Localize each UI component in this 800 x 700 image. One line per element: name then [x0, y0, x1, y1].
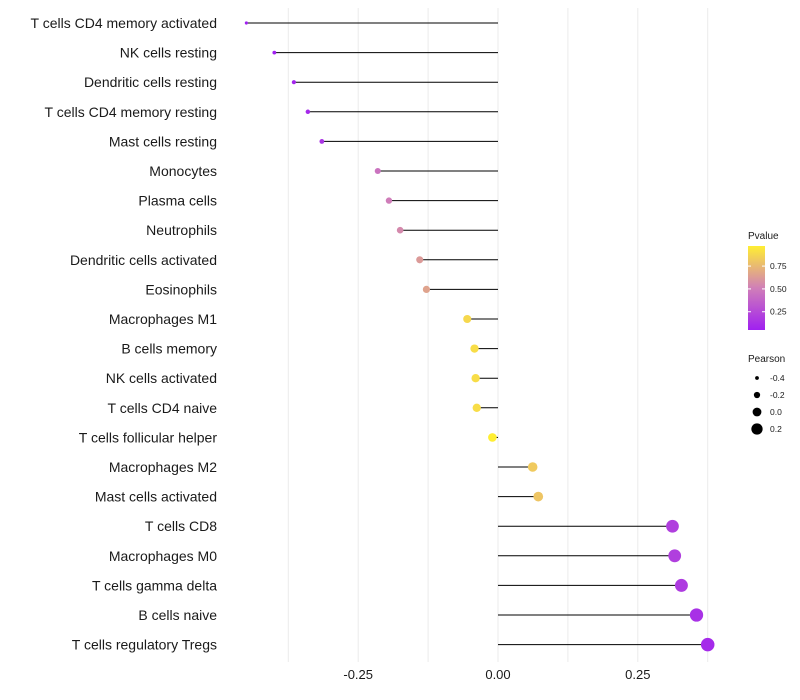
- category-label: B cells memory: [121, 341, 217, 357]
- lollipop-point: [374, 167, 381, 175]
- lollipop-point: [396, 226, 404, 234]
- pvalue-legend-label: 0.50: [770, 284, 787, 294]
- pvalue-legend-label: 0.75: [770, 261, 787, 271]
- category-label: T cells gamma delta: [92, 577, 217, 593]
- pearson-legend-title: Pearson: [748, 354, 785, 365]
- category-label: Macrophages M0: [109, 548, 217, 564]
- pearson-legend-label: 0.0: [770, 407, 782, 417]
- x-tick-label: -0.25: [343, 667, 373, 682]
- point-layer: [244, 21, 715, 652]
- pearson-legend: Pearson -0.4 -0.2 0.0 0.2: [748, 354, 785, 435]
- category-label: Mast cells activated: [95, 489, 217, 505]
- category-label: B cells naive: [138, 607, 217, 623]
- pvalue-legend-label: 0.25: [770, 307, 787, 317]
- lollipop-point: [533, 491, 544, 502]
- pearson-legend-key: [752, 407, 762, 417]
- lollipop-point: [674, 578, 688, 592]
- pearson-legend-key: [755, 376, 759, 380]
- lollipop-point: [319, 138, 325, 144]
- lollipop-point: [527, 462, 538, 472]
- category-label: NK cells activated: [106, 370, 217, 386]
- category-label: Mast cells resting: [109, 133, 217, 149]
- category-label: T cells regulatory Tregs: [72, 637, 217, 653]
- grid-layer: [287, 8, 709, 662]
- category-label: T cells CD4 memory resting: [45, 104, 217, 120]
- pvalue-colorbar: [748, 246, 765, 330]
- lollipop-point: [470, 344, 479, 353]
- category-label: T cells CD4 naive: [108, 400, 218, 416]
- lollipop-point: [488, 433, 497, 442]
- category-label: Plasma cells: [138, 193, 217, 209]
- stem-layer: [246, 22, 708, 646]
- pvalue-legend: Pvalue 0.25 0.50 0.75: [748, 231, 787, 330]
- x-tick-label: 0.00: [485, 667, 510, 682]
- pearson-legend-label: -0.2: [770, 390, 785, 400]
- pearson-legend-label: 0.2: [770, 424, 782, 434]
- category-labels: T cells CD4 memory activated NK cells res…: [31, 15, 218, 653]
- pearson-legend-label: -0.4: [770, 373, 785, 383]
- category-label: Monocytes: [149, 163, 217, 179]
- lollipop-point: [416, 256, 424, 264]
- category-label: NK cells resting: [120, 45, 217, 61]
- lollipop-point: [291, 80, 296, 85]
- lollipop-point: [422, 285, 431, 293]
- lollipop-point: [305, 109, 311, 115]
- lollipop-point: [385, 197, 393, 204]
- category-label: T cells CD8: [145, 518, 217, 534]
- category-label: T cells follicular helper: [79, 429, 218, 445]
- x-axis-ticks: -0.25 0.00 0.25: [343, 667, 650, 682]
- lollipop-point: [244, 21, 248, 25]
- lollipop-point: [668, 549, 682, 563]
- lollipop-point: [272, 50, 277, 55]
- category-label: Macrophages M1: [109, 311, 217, 327]
- category-label: Neutrophils: [146, 222, 217, 238]
- category-label: Eosinophils: [145, 281, 217, 297]
- category-label: T cells CD4 memory activated: [31, 15, 217, 31]
- lollipop-point: [471, 374, 480, 383]
- lollipop-point: [700, 637, 715, 652]
- lollipop-point: [472, 403, 481, 412]
- pearson-legend-key: [753, 391, 761, 399]
- pvalue-legend-title: Pvalue: [748, 231, 779, 242]
- category-label: Dendritic cells resting: [84, 74, 217, 90]
- pearson-legend-key: [751, 423, 763, 435]
- category-label: Macrophages M2: [109, 459, 217, 475]
- x-tick-label: 0.25: [625, 667, 650, 682]
- lollipop-point: [689, 608, 704, 622]
- lollipop-point: [463, 314, 472, 324]
- category-label: Dendritic cells activated: [70, 252, 217, 268]
- lollipop-point: [666, 519, 679, 533]
